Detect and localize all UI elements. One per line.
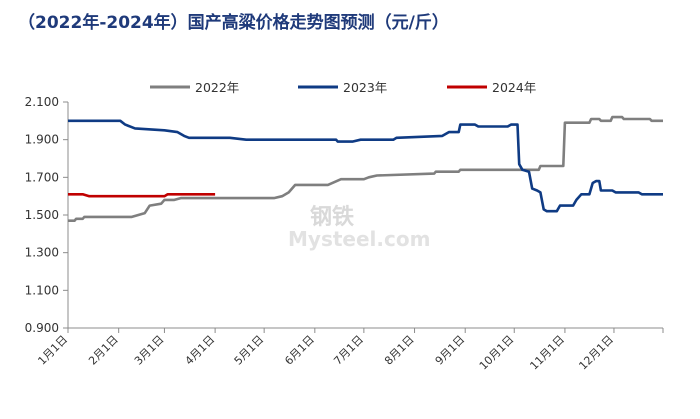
x-tick-label: 7月1日 bbox=[331, 333, 366, 368]
series-line-3 bbox=[68, 193, 216, 198]
mysteel-watermark: 钢铁 Mysteel.com bbox=[288, 204, 430, 251]
legend-item-3: 2024年 bbox=[447, 80, 536, 95]
x-tick-label: 1月1日 bbox=[35, 333, 70, 368]
legend: 2022年 2023年 2024年 bbox=[150, 80, 536, 95]
legend-item-1: 2022年 bbox=[150, 80, 239, 95]
watermark-en-text: Mysteel.com bbox=[288, 227, 430, 251]
y-tick-label: 2.100 bbox=[25, 95, 59, 109]
series-line-1 bbox=[68, 115, 663, 222]
x-tick-label: 8月1日 bbox=[382, 333, 417, 368]
watermark-cn-text: 钢铁 bbox=[310, 204, 354, 230]
y-tick-label: 1.700 bbox=[25, 170, 59, 184]
y-tick-label: 0.900 bbox=[25, 321, 59, 335]
y-tick-label: 1.100 bbox=[25, 283, 59, 297]
x-axis: 1月1日 2月1日 3月1日 4月1日 5月1日 6月1日 7月1日 8月1日 9月1日 10月1… bbox=[35, 327, 664, 373]
series-layer bbox=[68, 115, 663, 222]
y-tick-label: 1.300 bbox=[25, 246, 59, 260]
legend-label: 2023年 bbox=[343, 80, 387, 95]
x-tick-label: 12月1日 bbox=[576, 333, 616, 373]
legend-label: 2022年 bbox=[195, 80, 239, 95]
x-tick-label: 10月1日 bbox=[477, 333, 517, 373]
legend-item-2: 2023年 bbox=[298, 80, 387, 95]
x-tick-label: 4月1日 bbox=[183, 333, 218, 368]
y-tick-label: 1.900 bbox=[25, 133, 59, 147]
x-tick-label: 2月1日 bbox=[86, 333, 121, 368]
x-tick-label: 6月1日 bbox=[282, 333, 317, 368]
chart-title: （2022年-2024年）国产高粱价格走势图预测（元/斤） bbox=[18, 13, 449, 33]
legend-label: 2024年 bbox=[492, 80, 536, 95]
y-tick-label: 1.500 bbox=[25, 208, 59, 222]
x-tick-label: 11月1日 bbox=[527, 333, 567, 373]
series-line-2 bbox=[68, 119, 663, 213]
x-tick-label: 3月1日 bbox=[132, 333, 167, 368]
y-axis: 0.900 1.100 1.300 1.500 1.700 1.900 2.100 bbox=[25, 95, 69, 335]
x-tick-label: 9月1日 bbox=[433, 333, 468, 368]
x-tick-label: 5月1日 bbox=[232, 333, 267, 368]
